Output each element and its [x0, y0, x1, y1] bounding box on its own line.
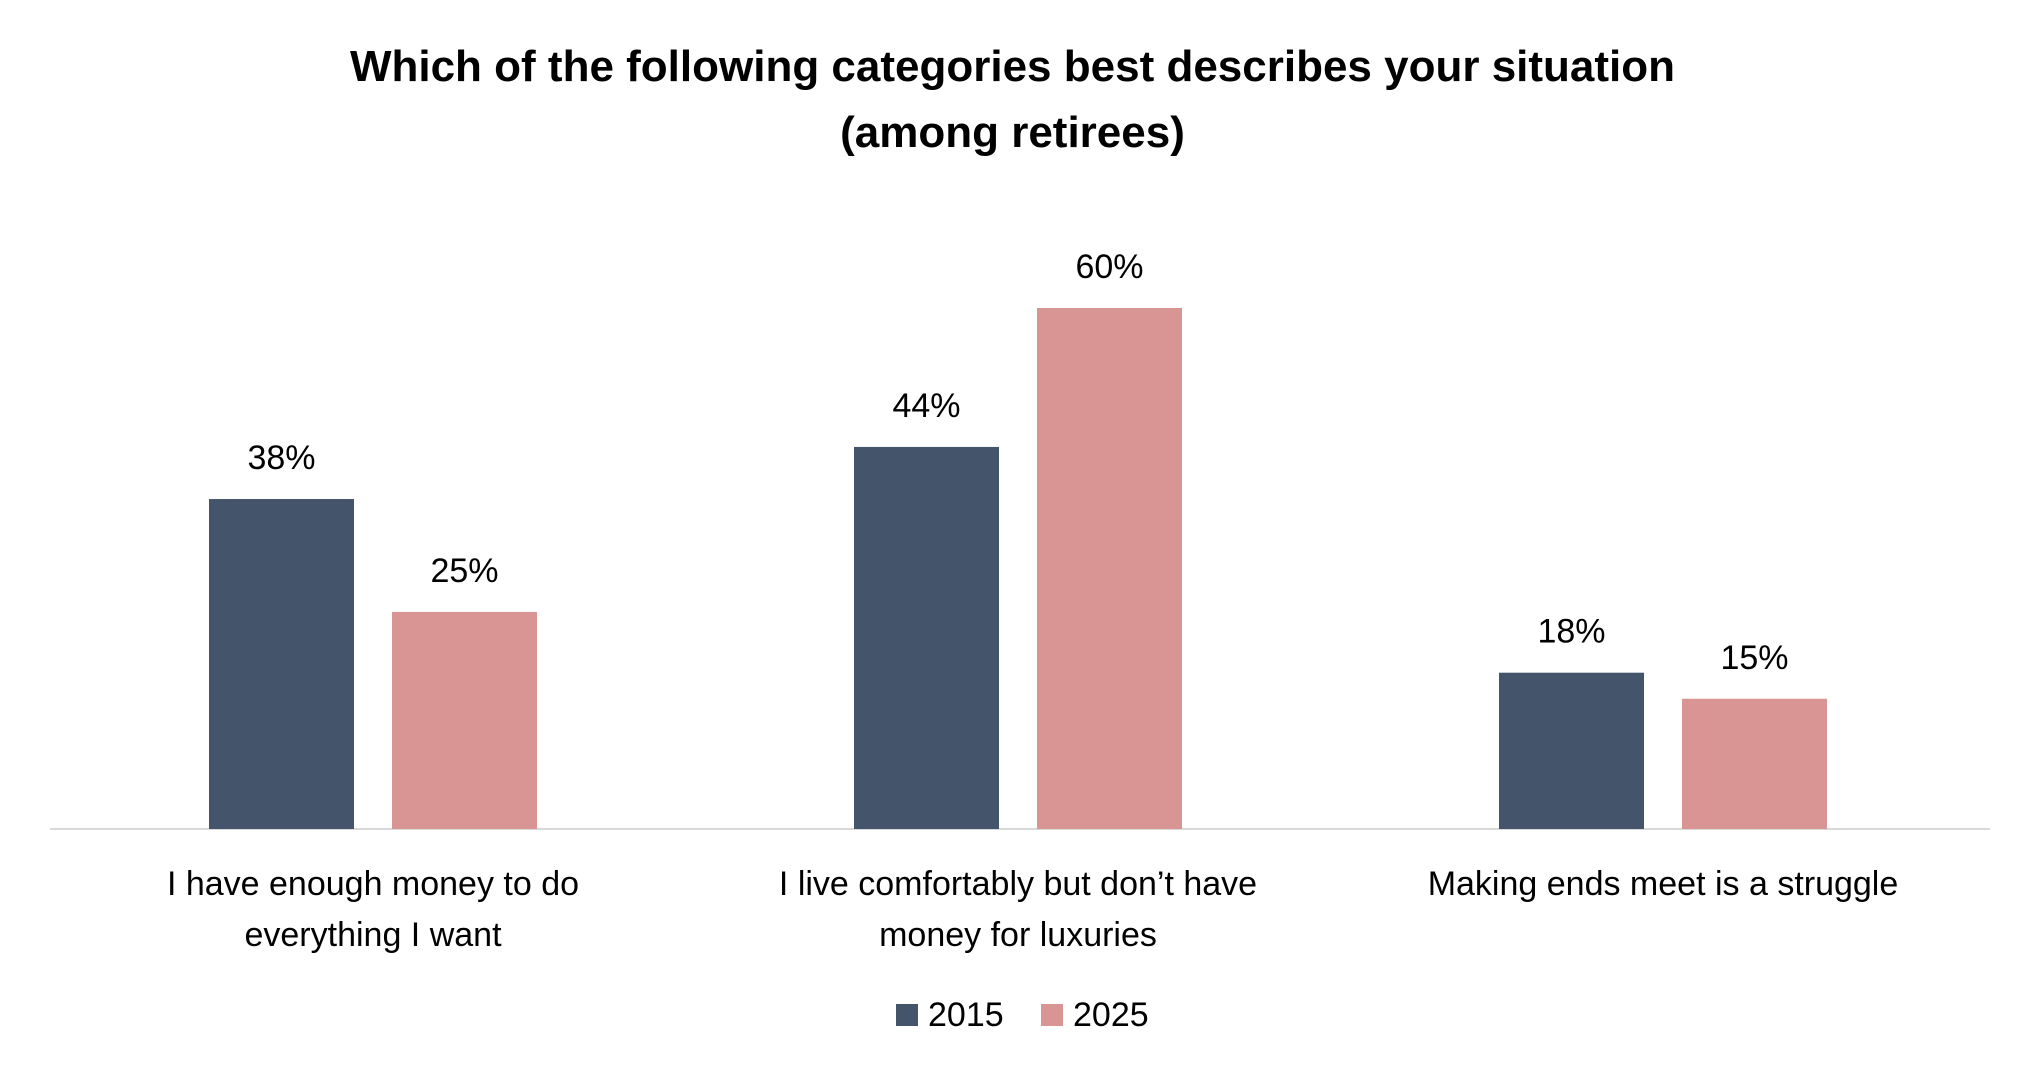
data-label-2025-0: 25% — [430, 552, 498, 590]
bar-2015-0 — [209, 499, 354, 829]
legend-swatch-2015 — [896, 1004, 918, 1026]
chart-title-line-1: Which of the following categories best d… — [349, 42, 1676, 91]
category-label-1-line-0: I live comfortably but don’t have — [779, 865, 1257, 903]
bar-2025-0 — [392, 611, 537, 829]
data-label-2015-2: 18% — [1537, 613, 1605, 651]
category-label-0-line-0: I have enough money to do — [167, 865, 579, 903]
bar-2025-1 — [1037, 308, 1182, 829]
bar-2015-1 — [854, 446, 999, 829]
category-label-2-line-0: Making ends meet is a struggle — [1428, 865, 1899, 903]
data-label-2015-0: 38% — [247, 439, 315, 477]
data-label-2025-2: 15% — [1720, 639, 1788, 677]
data-label-2025-1: 60% — [1075, 248, 1143, 286]
data-label-2015-1: 44% — [892, 387, 960, 425]
legend-label-2025: 2025 — [1073, 996, 1149, 1034]
bar-2025-2 — [1682, 698, 1827, 829]
chart-title-line-2: (among retirees) — [840, 108, 1185, 157]
legend-label-2015: 2015 — [928, 996, 1004, 1034]
category-label-0-line-1: everything I want — [244, 916, 502, 954]
bar-2015-2 — [1499, 672, 1644, 829]
category-label-1-line-1: money for luxuries — [879, 916, 1157, 954]
legend-swatch-2025 — [1041, 1004, 1063, 1026]
